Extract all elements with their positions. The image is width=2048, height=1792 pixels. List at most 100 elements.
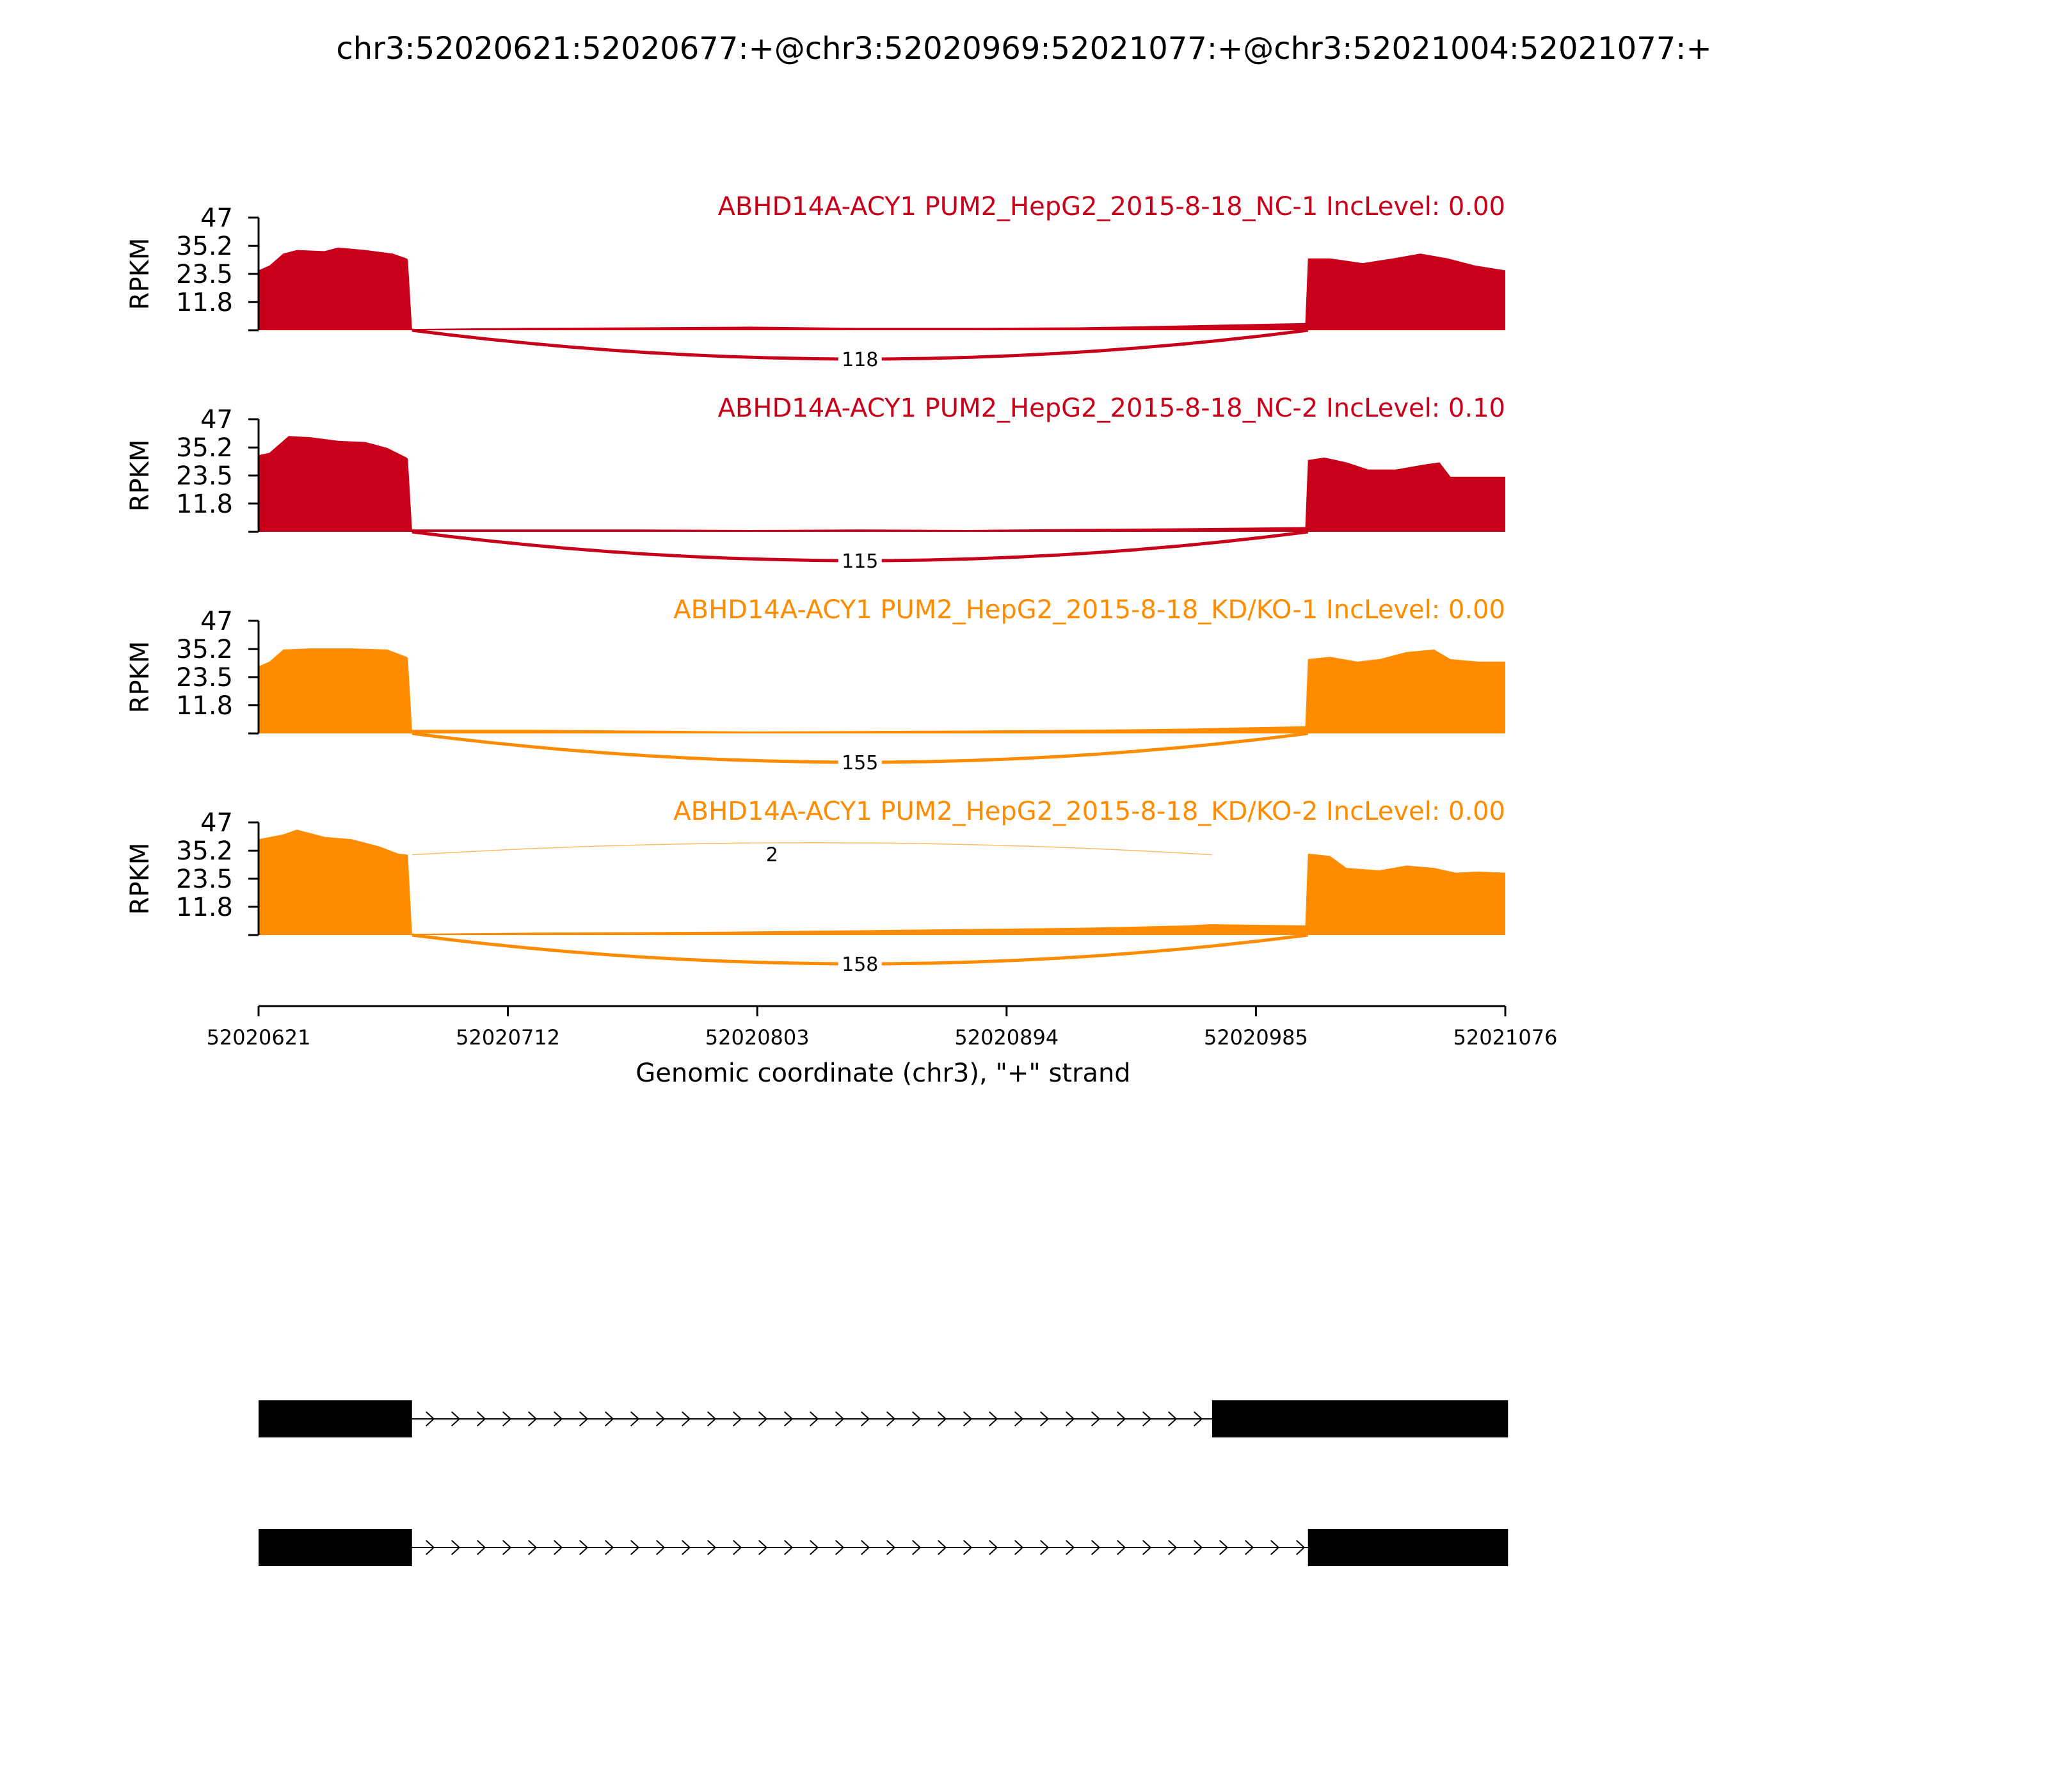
strand-arrow — [1168, 1540, 1178, 1555]
y-axis-label: RPKM — [125, 238, 155, 310]
sample-label: ABHD14A-ACY1 PUM2_HepG2_2015-8-18_NC-1 I… — [718, 192, 1505, 221]
strand-arrow — [682, 1411, 691, 1427]
y-tick-label: 35.2 — [176, 635, 233, 664]
strand-arrow — [579, 1540, 589, 1555]
chart-title: chr3:52020621:52020677:+@chr3:52020969:5… — [336, 31, 1711, 67]
y-axis-label: RPKM — [125, 641, 155, 714]
junction-arc — [412, 842, 1212, 856]
junction-label-bg — [838, 348, 882, 370]
strand-arrow — [1066, 1540, 1075, 1555]
sample-label: ABHD14A-ACY1 PUM2_HepG2_2015-8-18_KD/KO-… — [673, 797, 1505, 826]
isoform-1 — [259, 1400, 1508, 1437]
strand-arrow — [758, 1411, 768, 1427]
strand-arrow — [1117, 1411, 1126, 1427]
strand-arrow — [1091, 1411, 1101, 1427]
strand-arrow — [1168, 1411, 1178, 1427]
strand-arrow — [861, 1540, 870, 1555]
strand-arrow — [630, 1540, 640, 1555]
strand-arrow — [784, 1540, 794, 1555]
x-tick-label: 52020803 — [705, 1025, 810, 1050]
strand-arrow — [938, 1411, 947, 1427]
strand-arrow — [451, 1540, 461, 1555]
strand-arrow — [554, 1411, 563, 1427]
strand-arrow — [528, 1540, 538, 1555]
exon-block — [259, 1529, 412, 1566]
strand-arrow — [554, 1540, 563, 1555]
strand-arrow — [1014, 1540, 1024, 1555]
exon-block — [259, 1400, 412, 1437]
y-tick-label: 47 — [200, 204, 233, 233]
strand-arrow — [912, 1411, 922, 1427]
strand-arrow — [1194, 1540, 1203, 1555]
strand-arrow — [963, 1540, 973, 1555]
strand-arrow — [477, 1411, 486, 1427]
y-tick-label: 47 — [200, 405, 233, 435]
y-tick-label: 35.2 — [176, 433, 233, 463]
strand-arrow — [989, 1540, 998, 1555]
y-tick-label: 23.5 — [176, 260, 233, 289]
strand-arrow — [1066, 1411, 1075, 1427]
strand-arrow — [861, 1411, 870, 1427]
junction-count: 115 — [842, 550, 878, 573]
strand-arrow — [810, 1540, 819, 1555]
strand-arrow — [682, 1540, 691, 1555]
junction-label-bg — [750, 843, 794, 865]
strand-arrow — [1014, 1411, 1024, 1427]
junction-label-bg — [838, 953, 882, 975]
strand-arrow — [426, 1411, 435, 1427]
strand-arrow — [656, 1411, 666, 1427]
coverage-area — [259, 247, 1505, 330]
strand-arrow — [1040, 1411, 1050, 1427]
strand-arrow — [656, 1540, 666, 1555]
strand-arrow — [886, 1540, 896, 1555]
strand-arrow — [1142, 1411, 1152, 1427]
strand-arrow — [502, 1411, 512, 1427]
y-tick-label: 23.5 — [176, 461, 233, 491]
sample-label: ABHD14A-ACY1 PUM2_HepG2_2015-8-18_KD/KO-… — [673, 595, 1505, 625]
strand-arrow — [605, 1411, 614, 1427]
x-tick-label: 52020894 — [954, 1025, 1059, 1050]
junction-label-bg — [838, 751, 882, 773]
strand-arrow — [605, 1540, 614, 1555]
x-axis: 52020621 52020712 52020803 52020894 52020985… — [207, 1005, 1558, 1050]
coverage-area — [259, 829, 1505, 935]
y-tick-label: 11.8 — [176, 691, 233, 721]
y-tick-label: 23.5 — [176, 865, 233, 894]
strand-arrow — [733, 1411, 742, 1427]
strand-arrow — [938, 1540, 947, 1555]
strand-arrow — [1270, 1540, 1280, 1555]
strand-arrow — [733, 1540, 742, 1555]
strand-arrow — [579, 1411, 589, 1427]
x-axis-label: Genomic coordinate (chr3), "+" strand — [636, 1059, 1130, 1088]
junction-count: 118 — [842, 349, 878, 371]
strand-arrow — [912, 1540, 922, 1555]
strand-arrow — [835, 1540, 845, 1555]
x-tick-label: 52021076 — [1453, 1025, 1558, 1050]
y-tick-label: 23.5 — [176, 663, 233, 692]
strand-arrow — [1219, 1540, 1229, 1555]
strand-arrow — [528, 1411, 538, 1427]
junction-count: 155 — [842, 752, 878, 774]
sample-label: ABHD14A-ACY1 PUM2_HepG2_2015-8-18_NC-2 I… — [718, 394, 1505, 423]
isoform-structures — [259, 1400, 1508, 1566]
strand-arrow — [886, 1411, 896, 1427]
strand-arrow — [502, 1540, 512, 1555]
strand-arrow — [835, 1411, 845, 1427]
junction-count: 158 — [842, 954, 878, 976]
isoform-2 — [259, 1529, 1508, 1566]
strand-arrow — [707, 1411, 717, 1427]
y-axis-label: RPKM — [125, 843, 155, 915]
y-tick-label: 11.8 — [176, 893, 233, 922]
junction-count: 2 — [766, 844, 778, 867]
strand-arrow — [1091, 1540, 1101, 1555]
coverage-area — [259, 436, 1505, 532]
strand-arrow — [707, 1540, 717, 1555]
strand-arrow — [784, 1411, 794, 1427]
strand-arrow — [1040, 1540, 1050, 1555]
